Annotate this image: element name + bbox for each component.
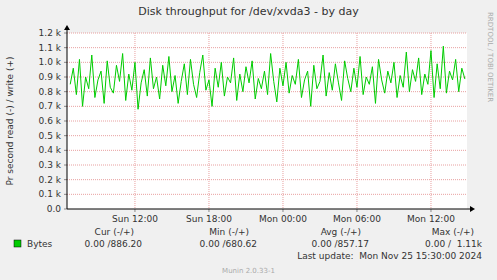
stats-value: 0.00 /886.20: [85, 239, 143, 249]
grid-line: [67, 135, 467, 136]
stats-value: 0.00 / 1.11k: [425, 239, 483, 249]
stats-header: Cur (-/+): [95, 227, 134, 237]
x-axis-arrow: [470, 206, 475, 212]
background: [0, 0, 497, 280]
grid-line: [67, 121, 467, 122]
y-tick-label: 0.8 k: [39, 87, 62, 97]
grid-line: [67, 165, 467, 166]
series-line: [70, 46, 465, 109]
chart: Disk throughput for /dev/xvda3 - by day P…: [0, 0, 497, 280]
y-tick-label: 0.1 k: [39, 189, 62, 199]
legend-label: Bytes: [27, 239, 53, 249]
grid-line: [208, 33, 209, 209]
grid-line: [67, 33, 467, 34]
grid-line: [67, 179, 467, 180]
grid-line: [67, 77, 467, 78]
y-tick-label: 0.5 k: [39, 131, 62, 141]
grid-line: [282, 33, 283, 209]
grid-line: [67, 106, 467, 107]
x-tick-label: Mon 00:00: [259, 214, 307, 224]
y-tick-label: 0.7 k: [39, 101, 62, 111]
stats-value: 0.00 /857.17: [312, 239, 369, 249]
grid-line: [67, 194, 467, 195]
y-tick-label: 1.2 k: [39, 28, 62, 38]
y-tick-label: 0.6 k: [39, 116, 62, 126]
y-tick-label: 0.0: [47, 204, 62, 214]
series-group: [70, 46, 465, 109]
title: Disk throughput for /dev/xvda3 - by day: [138, 5, 359, 18]
footer: Munin 2.0.33-1: [222, 267, 275, 275]
legend-swatch: [14, 240, 21, 247]
stats-header: Max (-/+): [432, 227, 474, 237]
y-tick-label: 0.4 k: [39, 145, 62, 155]
y-axis: [67, 28, 68, 209]
y-axis-label: Pr second read (-) / write (+): [5, 57, 15, 186]
x-tick-label: Mon 12:00: [407, 214, 455, 224]
grid-line: [67, 47, 467, 48]
plot-area: [67, 33, 467, 209]
grid-line: [134, 33, 135, 209]
y-tick-label: 0.3 k: [39, 160, 62, 170]
y-axis-arrow: [64, 25, 70, 30]
stats-header: Min (-/+): [209, 227, 249, 237]
grid-line: [67, 150, 467, 151]
x-tick-label: Mon 06:00: [333, 214, 381, 224]
stats-header: Avg (-/+): [321, 227, 361, 237]
side-text: RRDTOOL / TOBI OETIKER: [486, 12, 494, 102]
last-update: Last update: Mon Nov 25 15:30:00 2024: [297, 251, 482, 261]
x-tick-label: Sun 12:00: [112, 214, 158, 224]
y-tick-label: 1.1 k: [39, 43, 62, 53]
x-axis: [67, 209, 472, 210]
y-tick-label: 1.0 k: [39, 57, 62, 67]
y-tick-label: 0.2 k: [39, 175, 62, 185]
grid-line: [356, 33, 357, 209]
stats-value: 0.00 /680.62: [200, 239, 257, 249]
y-tick-label: 0.9 k: [39, 72, 62, 82]
x-tick-label: Sun 18:00: [186, 214, 232, 224]
